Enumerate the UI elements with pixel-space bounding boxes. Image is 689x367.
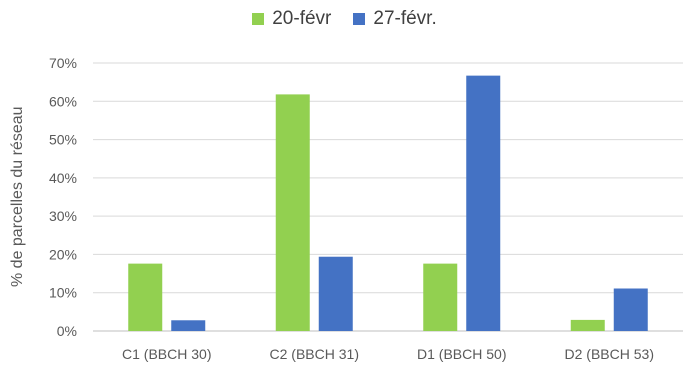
x-tick-label: C2 (BBCH 31) bbox=[270, 346, 359, 362]
y-tick-labels: 0% 10% 20% 30% 40% 50% 60% 70% bbox=[49, 55, 77, 339]
legend-label-series-1: 20-févr bbox=[272, 8, 332, 29]
y-tick-label: 20% bbox=[49, 246, 77, 262]
y-tick-label: 0% bbox=[57, 323, 77, 339]
bars bbox=[128, 75, 648, 332]
bar-2-3 bbox=[466, 75, 501, 332]
legend-item-series-1: 20-févr bbox=[252, 8, 331, 30]
x-tick-labels: C1 (BBCH 30) C2 (BBCH 31) D1 (BBCH 50) D2 (… bbox=[122, 346, 654, 362]
x-tick-label: D2 (BBCH 53) bbox=[565, 346, 654, 362]
x-tick-label: C1 (BBCH 30) bbox=[122, 346, 211, 362]
legend-swatch-series-1 bbox=[252, 13, 265, 25]
x-tick-label: D1 (BBCH 50) bbox=[417, 346, 506, 362]
legend-swatch-series-2 bbox=[353, 13, 366, 25]
bar-1-4 bbox=[570, 319, 605, 331]
y-tick-label: 10% bbox=[49, 285, 77, 301]
y-tick-label: 30% bbox=[49, 208, 77, 224]
gridlines bbox=[93, 62, 683, 332]
chart-legend: 20-févr 27-févr. bbox=[0, 8, 689, 30]
bar-2-1 bbox=[171, 320, 206, 331]
legend-item-series-2: 27-févr. bbox=[353, 8, 437, 30]
bar-2-2 bbox=[318, 256, 353, 331]
bar-1-2 bbox=[275, 94, 310, 331]
y-tick-label: 60% bbox=[49, 93, 77, 109]
y-tick-label: 70% bbox=[49, 55, 77, 71]
legend-label-series-2: 27-févr. bbox=[373, 8, 437, 29]
bar-1-1 bbox=[128, 263, 163, 331]
y-tick-label: 40% bbox=[49, 170, 77, 186]
bar-2-4 bbox=[613, 288, 648, 331]
bar-1-3 bbox=[423, 263, 458, 331]
y-tick-label: 50% bbox=[49, 132, 77, 148]
